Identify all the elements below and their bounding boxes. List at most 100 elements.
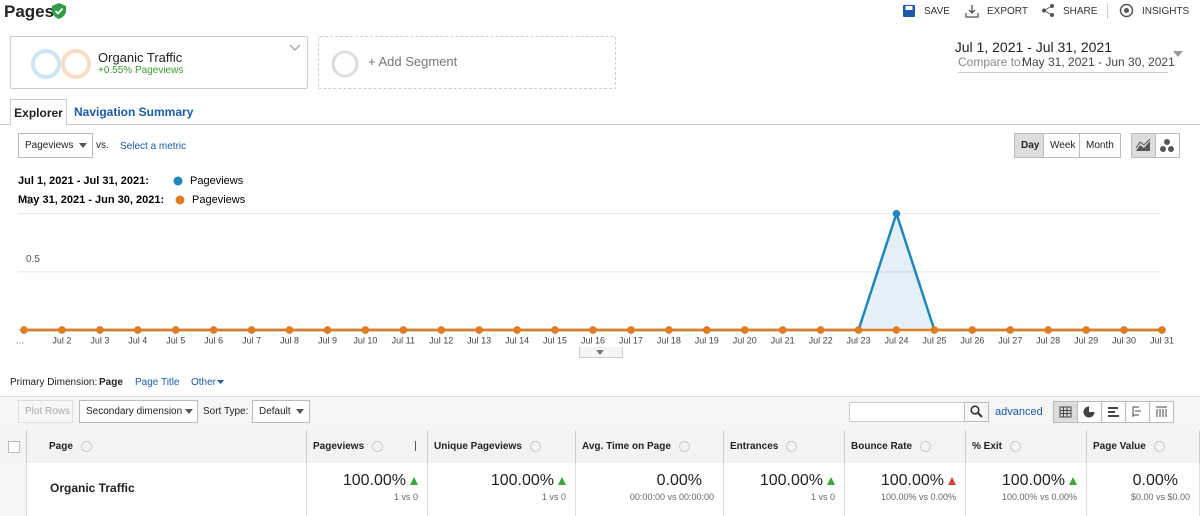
point [58,326,66,334]
day-button[interactable]: Day [1014,133,1044,158]
checkbox[interactable] [8,441,20,453]
dropdown-arrow [79,143,87,148]
point [209,326,218,334]
advanced-link[interactable]: advanced [995,406,1043,418]
x-tick-label: Jul 4 [128,335,147,345]
dimension-label: Primary Dimension: [10,377,98,388]
help-icon[interactable] [372,441,384,452]
change-arrow [948,477,956,485]
point [437,326,446,334]
column-header[interactable]: Page Value [1087,430,1200,463]
save-button[interactable]: SAVE [924,6,950,17]
help-icon[interactable] [786,441,798,452]
help-icon[interactable] [529,441,541,452]
value-cell [307,463,428,516]
sort-arrow [415,441,422,451]
legend-period: Jul 1, 2021 - Jul 31, 2021: [18,175,149,187]
share-button[interactable]: SHARE [1063,6,1098,17]
search-input[interactable] [849,402,965,422]
month-button[interactable]: Month [1079,133,1121,158]
x-tick-label: Jul 31 [1150,335,1174,345]
point [96,326,104,334]
column-header[interactable]: Bounce Rate [845,430,966,463]
point [323,326,332,334]
tab-explorer[interactable]: Explorer [10,99,67,125]
x-tick-label: Jul 25 [922,335,946,345]
point [778,326,787,334]
segment-name: Organic Traffic [98,50,183,65]
x-tick-label: Jul 26 [960,335,984,345]
dimension-option[interactable]: Other [191,377,217,388]
cell-value: 100.00% [342,472,406,489]
point [285,326,294,334]
sort-select[interactable]: Default [252,400,310,423]
motion-chart-button[interactable] [1155,133,1180,158]
help-icon[interactable] [1010,441,1022,452]
view-pivot[interactable] [1149,401,1174,423]
dimension-option[interactable]: Page [99,377,123,388]
row-label[interactable]: Organic Traffic [50,481,135,495]
point [1158,326,1166,334]
plot-rows-button[interactable]: Plot Rows [18,400,73,423]
x-tick-label: Jul 12 [429,335,453,345]
column-header[interactable]: Pageviews [307,430,428,463]
cell-compare: 00:00:00 vs 00:00:00 [629,492,714,502]
search-button[interactable] [964,402,989,422]
week-button[interactable]: Week [1043,133,1080,158]
column-title: Unique Pageviews [434,441,522,452]
select-metric[interactable]: Select a metric [120,141,187,152]
dimension-option[interactable]: Page Title [135,377,180,388]
tab-navigation-summary[interactable]: Navigation Summary [74,105,194,119]
export-button[interactable]: EXPORT [987,6,1028,17]
point [247,326,256,334]
x-tick-label: Jul 22 [809,335,833,345]
help-icon[interactable] [1153,441,1165,452]
point [740,326,749,334]
compare-range: May 31, 2021 - Jun 30, 2021 [1022,55,1175,69]
point [1044,326,1052,334]
x-tick-label: Jul 18 [657,335,681,345]
date-range[interactable]: Jul 1, 2021 - Jul 31, 2021 [954,39,1112,55]
dropdown-arrow [296,409,304,414]
add-segment-card[interactable] [318,36,616,89]
help-icon[interactable] [80,441,92,452]
x-tick-label: Jul 27 [998,335,1022,345]
segment-icons [31,49,91,79]
column-header[interactable]: Unique Pageviews [428,430,576,463]
x-tick-label: Jul 20 [733,335,757,345]
motion-chart-icon [1160,139,1174,152]
x-tick-label: Jul 11 [392,335,415,345]
column-header[interactable]: % Exit [966,430,1087,463]
date-dropdown[interactable] [1173,51,1183,57]
secondary-dimension-select[interactable]: Secondary dimension [79,400,198,423]
x-tick-label: Jul 30 [1112,335,1136,345]
cell-compare: 1 vs 0 [810,492,835,502]
metric-select[interactable]: Pageviews [18,133,93,158]
point [20,326,28,334]
dropdown-arrow [185,409,193,414]
add-segment[interactable]: + Add Segment [368,54,458,69]
point [134,326,142,334]
cell-value: 100.00% [759,472,823,489]
cell-compare: 1 vs 0 [393,492,418,502]
legend-marker [173,176,183,186]
legend-marker [175,195,185,205]
value-cell [428,463,576,516]
button-label: Week [1050,140,1076,151]
point [665,326,673,334]
view-icons [1059,406,1167,418]
point [892,209,901,218]
insights-button[interactable]: INSIGHTS [1142,6,1190,17]
tab-label: Explorer [14,105,63,120]
add-segment-icon [331,50,359,78]
help-icon[interactable] [678,441,690,452]
area [24,213,1162,330]
page-title: Pages [4,2,55,21]
button-label: Day [1021,140,1040,151]
point [627,326,635,334]
column-header[interactable]: Entrances [724,430,845,463]
column-header[interactable]: Page [27,430,307,463]
column-header[interactable]: Avg. Time on Page [576,430,724,463]
help-icon[interactable] [920,441,932,452]
column-title: Bounce Rate [851,441,913,452]
